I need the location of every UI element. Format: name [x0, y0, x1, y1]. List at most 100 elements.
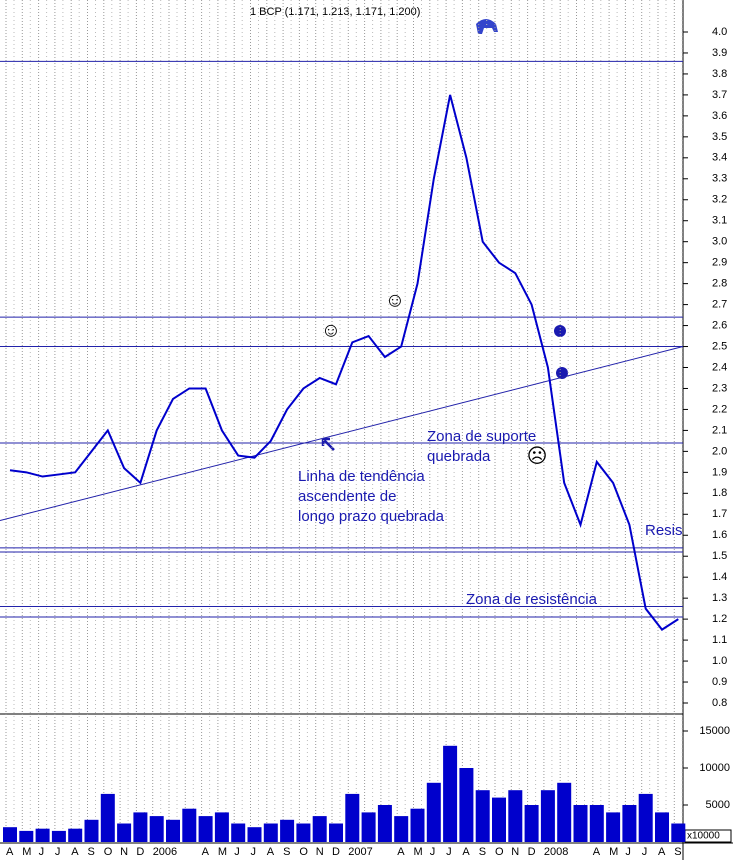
x-tick-label: D	[332, 846, 340, 858]
x-tick-label: D	[136, 846, 144, 858]
volume-bar	[247, 827, 262, 842]
volume-bar	[606, 812, 621, 842]
y-tick-label: 2.2	[712, 403, 727, 415]
y-tick-label: 1.9	[712, 466, 727, 478]
x-tick-label: A	[71, 846, 79, 858]
volume-bar	[443, 745, 458, 842]
y-tick-label: 1.8	[712, 487, 727, 499]
x-tick-label: A	[267, 846, 275, 858]
volume-bar	[84, 819, 99, 842]
x-tick-label: A	[6, 846, 14, 858]
volume-bar	[589, 805, 604, 842]
volume-bar	[166, 819, 180, 842]
volume-bar	[573, 805, 588, 842]
volume-bar	[345, 793, 360, 842]
volume-bar	[475, 790, 490, 842]
volume-bar	[68, 828, 83, 842]
volume-bar	[198, 816, 213, 842]
volume-bar	[508, 790, 523, 842]
x-tick-label: A	[593, 846, 601, 858]
volume-bar	[100, 793, 115, 842]
volume-bar	[35, 828, 50, 842]
x-tick-label: 2008	[544, 846, 568, 858]
y-tick-label: 1.0	[712, 655, 727, 667]
y-tick-label: 0.8	[712, 697, 727, 709]
volume-bar	[329, 823, 343, 842]
volume-bar	[263, 823, 278, 842]
y-tick-label: 4.0	[712, 26, 727, 38]
volume-bar	[19, 830, 34, 842]
y-tick-label: 2.6	[712, 319, 727, 331]
annotation: Resis	[645, 522, 683, 539]
y-tick-label: 2.3	[712, 382, 727, 394]
y-tick-label: 3.9	[712, 47, 727, 59]
volume-bar	[410, 808, 425, 842]
volume-bar	[361, 812, 376, 842]
y-tick-label: 15000	[699, 725, 730, 737]
x-tick-label: J	[625, 846, 631, 858]
y-tick-label: 3.7	[712, 89, 727, 101]
y-tick-label: 5000	[706, 799, 730, 811]
x-tick-label: A	[397, 846, 405, 858]
volume-bar	[492, 797, 506, 842]
annotation: Zona de suporte	[427, 428, 536, 445]
volume-bar	[214, 812, 229, 842]
y-tick-label: 2.1	[712, 424, 727, 436]
volume-bar	[3, 827, 17, 842]
x-tick-label: J	[234, 846, 240, 858]
smiley: ☺	[321, 319, 341, 341]
volume-bar	[231, 823, 246, 842]
annotation: Linha de tendência	[298, 468, 425, 485]
volume-bar	[280, 819, 295, 842]
x-tick-label: O	[104, 846, 113, 858]
x-tick-label: N	[511, 846, 519, 858]
volume-bar	[117, 823, 132, 842]
smiley: ☹	[527, 445, 548, 467]
x-tick-label: S	[479, 846, 486, 858]
volume-bar	[557, 782, 572, 842]
bull-icon	[476, 19, 498, 34]
y-tick-label: 1.2	[712, 613, 727, 625]
x-tick-label: J	[446, 846, 452, 858]
y-tick-label: 2.4	[712, 361, 727, 373]
volume-bar	[51, 830, 66, 842]
y-tick-label: 3.0	[712, 236, 727, 248]
x-tick-label: M	[414, 846, 423, 858]
y-tick-label: 3.8	[712, 68, 727, 80]
volume-bar	[149, 816, 164, 842]
y-tick-label: 1.7	[712, 508, 727, 520]
x-tick-label: M	[218, 846, 227, 858]
volume-bar	[133, 812, 148, 842]
y-tick-label: 1.5	[712, 550, 727, 562]
x-tick-label: O	[495, 846, 504, 858]
x-tick-label: A	[658, 846, 666, 858]
volume-bar	[312, 816, 327, 842]
annotation: quebrada	[427, 448, 491, 465]
volume-bar	[638, 793, 653, 842]
y-tick-label: 1.3	[712, 592, 727, 604]
volume-bar	[394, 816, 409, 842]
chart-title: 1 BCP (1.171, 1.213, 1.171, 1.200)	[250, 6, 420, 18]
bomb-icon	[556, 367, 568, 379]
trendline	[0, 346, 684, 522]
volume-bar	[426, 782, 441, 842]
y-tick-label: 1.1	[712, 634, 727, 646]
x-tick-label: 2006	[153, 846, 177, 858]
volume-bar	[655, 812, 669, 842]
volume-bar	[622, 805, 637, 842]
y-tick-label: 1.6	[712, 529, 727, 541]
volume-bar	[459, 768, 474, 842]
x-tick-label: N	[316, 846, 324, 858]
smiley: ☺	[385, 289, 405, 311]
y-tick-label: 2.0	[712, 445, 727, 457]
y-tick-label: 2.5	[712, 340, 727, 352]
x-tick-label: J	[430, 846, 436, 858]
y-tick-label: 0.9	[712, 676, 727, 688]
x-tick-label: N	[120, 846, 128, 858]
volume-bar	[296, 823, 311, 842]
x-tick-label: A	[462, 846, 470, 858]
y-tick-label: 3.2	[712, 194, 727, 206]
price-line	[9, 94, 679, 631]
